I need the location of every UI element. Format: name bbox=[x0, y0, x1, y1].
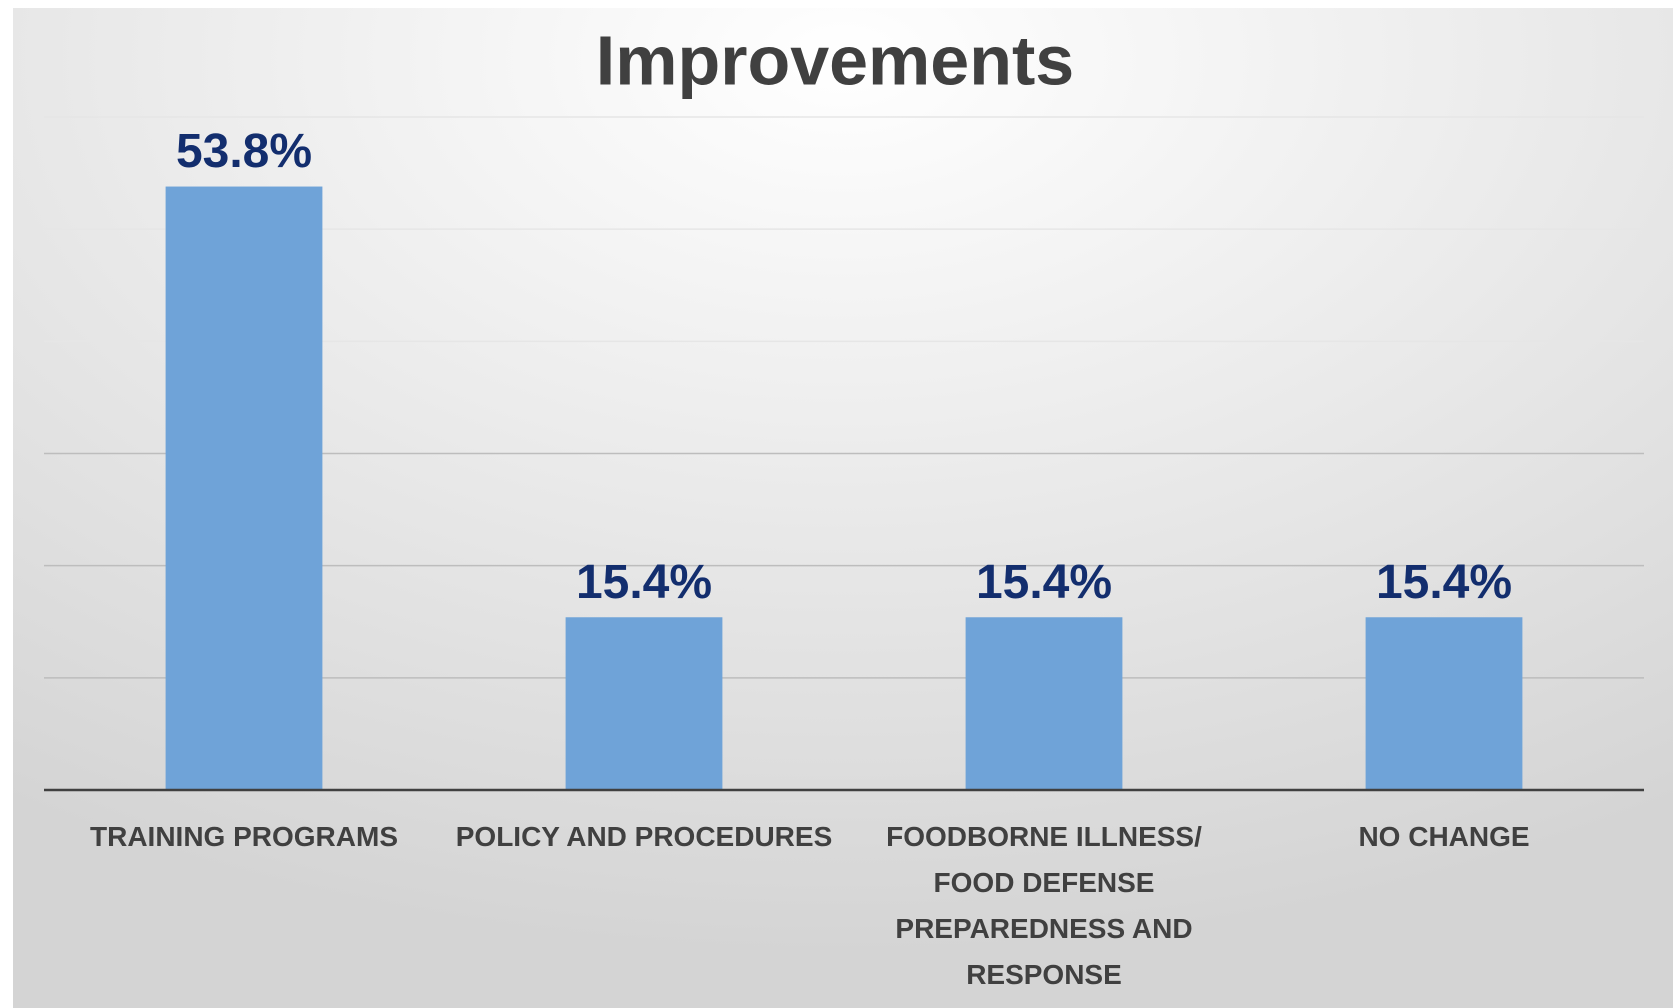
bar bbox=[165, 186, 323, 790]
x-tick-label: TRAINING PROGRAMS bbox=[90, 821, 398, 852]
bar bbox=[1365, 617, 1523, 790]
x-tick-label: FOODBORNE ILLNESS/ FOOD DEFENSE PREPARED… bbox=[886, 821, 1202, 990]
chart-title: Improvements bbox=[596, 21, 1074, 99]
bar bbox=[565, 617, 723, 790]
data-label: 53.8% bbox=[176, 125, 312, 178]
data-label: 15.4% bbox=[1376, 556, 1512, 609]
x-tick-label: NO CHANGE bbox=[1358, 821, 1530, 852]
bar bbox=[965, 617, 1123, 790]
data-label: 15.4% bbox=[976, 556, 1112, 609]
x-tick-label: POLICY AND PROCEDURES bbox=[455, 821, 833, 852]
data-label: 15.4% bbox=[576, 556, 712, 609]
